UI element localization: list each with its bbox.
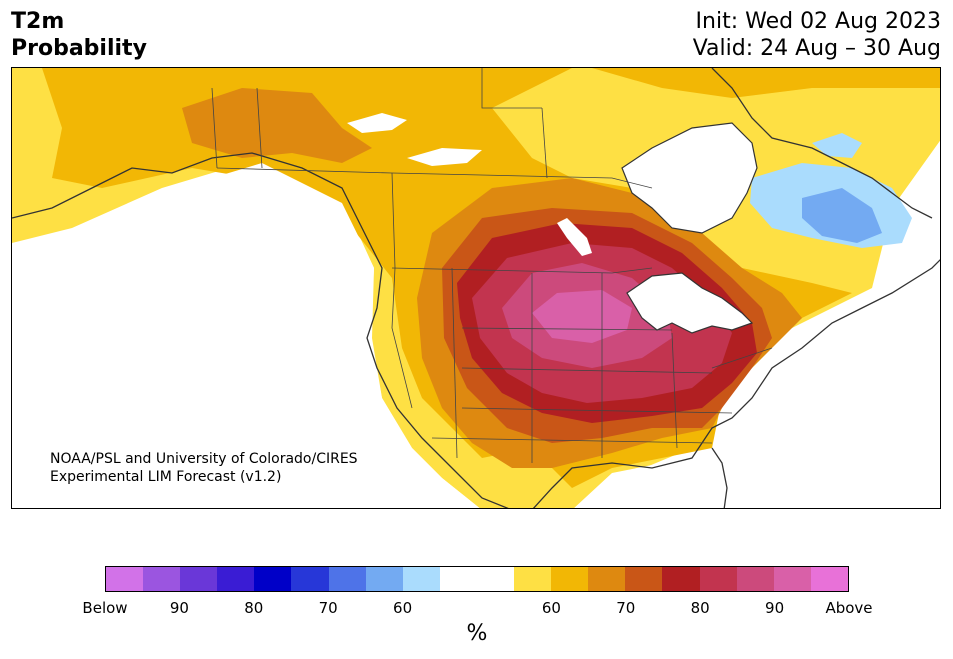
map-panel: NOAA/PSL and University of Colorado/CIRE… (11, 67, 941, 509)
colorbar-tick-label: 60 (541, 599, 561, 617)
map-title: T2m Probability (11, 8, 147, 62)
colorbar-swatch (180, 567, 218, 591)
colorbar-swatch (810, 567, 848, 591)
colorbar-swatch (736, 567, 774, 591)
gulf-of-mexico (574, 460, 741, 508)
colorbar-swatch (106, 567, 144, 591)
political-borders (211, 68, 773, 463)
probability-map (12, 68, 940, 508)
prob-70-above-region (182, 88, 372, 163)
colorbar-swatch (551, 567, 589, 591)
colorbar-tick-label: 90 (169, 599, 189, 617)
colorbar-unit: % (466, 621, 488, 646)
hudson-bay (621, 122, 758, 234)
colorbar-swatch (365, 567, 403, 591)
arctic-lake-1 (347, 113, 407, 133)
colorbar-swatch (625, 567, 663, 591)
map-credit: NOAA/PSL and University of Colorado/CIRE… (50, 450, 358, 486)
pacific-ocean-coast (12, 163, 480, 508)
colorbar-swatch (588, 567, 626, 591)
colorbar-tick-label: 60 (393, 599, 413, 617)
colorbar-swatch (217, 567, 255, 591)
colorbar-swatch (662, 567, 700, 591)
colorbar-swatch (402, 567, 440, 591)
credit-line-org: NOAA/PSL and University of Colorado/CIRE… (50, 451, 358, 467)
colorbar-swatch (254, 567, 292, 591)
title-line-variable: T2m (11, 9, 65, 34)
colorbar-swatch (699, 567, 737, 591)
lake-winnipeg (557, 218, 592, 256)
colorbar-tick-label: 70 (616, 599, 636, 617)
colorbar-swatch (439, 567, 477, 591)
coastlines (12, 68, 940, 508)
colorbar-swatch (773, 567, 811, 591)
prob-70-below-region (802, 188, 882, 243)
colorbar-tick-label: 80 (244, 599, 264, 617)
colorbar-tick-label: 80 (690, 599, 710, 617)
colorbar-tick-label: Below (82, 599, 128, 617)
forecast-dates: Init: Wed 02 Aug 2023 Valid: 24 Aug – 30… (693, 8, 941, 62)
prob-60-below-north (812, 133, 862, 158)
init-date: Init: Wed 02 Aug 2023 (695, 9, 941, 34)
colorbar-tick-label: 70 (318, 599, 338, 617)
colorbar-tick-label: 90 (765, 599, 785, 617)
colorbar-swatch (291, 567, 329, 591)
prob-65-above-east (592, 68, 940, 98)
title-line-type: Probability (11, 36, 147, 61)
valid-range: Valid: 24 Aug – 30 Aug (692, 36, 941, 61)
colorbar-tick-label: Above (825, 599, 873, 617)
great-lakes (626, 272, 754, 334)
colorbar-swatch (514, 567, 552, 591)
colorbar-swatch (476, 567, 515, 591)
credit-line-model: Experimental LIM Forecast (v1.2) (50, 469, 282, 485)
colorbar-swatch (143, 567, 181, 591)
colorbar-swatch (328, 567, 366, 591)
arctic-lake-2 (407, 148, 482, 166)
colorbar (105, 566, 849, 592)
